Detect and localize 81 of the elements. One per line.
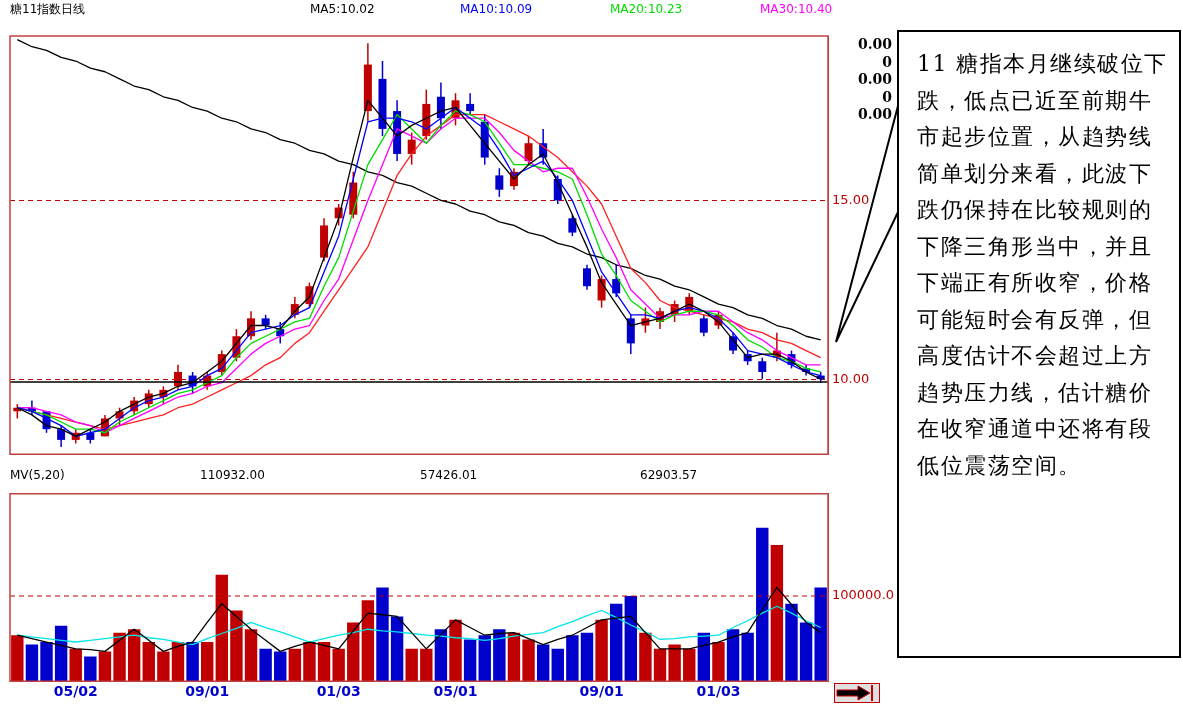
candlestick bbox=[597, 274, 606, 309]
bar bbox=[653, 648, 667, 682]
bar bbox=[25, 644, 39, 682]
text: 0.00 bbox=[856, 106, 892, 124]
x-tick-label: 01/03 bbox=[696, 683, 741, 700]
candlestick bbox=[524, 135, 533, 166]
text: 62903.57 bbox=[640, 467, 699, 484]
bar bbox=[449, 619, 462, 682]
bar bbox=[113, 632, 126, 682]
y-tick-label: 15.00 bbox=[832, 191, 870, 207]
candlestick bbox=[57, 424, 66, 448]
x-tick-label: 09/01 bbox=[185, 683, 230, 700]
bar bbox=[463, 639, 477, 682]
candlestick bbox=[495, 167, 504, 198]
text: 0.00 bbox=[856, 71, 892, 89]
bar bbox=[522, 639, 535, 682]
text: MA20:10.23 bbox=[610, 1, 684, 18]
bar bbox=[11, 635, 24, 682]
text: MA10:10.09 bbox=[460, 1, 534, 18]
bar bbox=[566, 635, 579, 682]
bar bbox=[639, 632, 652, 682]
x-tick-label: 05/01 bbox=[433, 683, 478, 700]
candlestick bbox=[758, 356, 767, 380]
x-tick-label: 01/03 bbox=[316, 683, 361, 700]
text: 110932.00 bbox=[200, 467, 266, 484]
y-tick-label: 100000.0 bbox=[832, 587, 895, 603]
bar bbox=[551, 648, 564, 682]
text: 11 糖指本月继续破位下跌，低点已近至前期牛市起步位置，从趋势线简单划分来看，此波下跌仍保持在比较规则的下降三角形当中，并且下端正有所收窄，价格可能短时会有反弹，但高度估计不会超过上方趋势压力线，估计糖价在收窄通道中还将有段低位震荡空间。 bbox=[917, 51, 1168, 478]
candlestick bbox=[582, 264, 591, 291]
bar bbox=[230, 610, 243, 682]
text: 0.00 bbox=[856, 36, 892, 54]
bar bbox=[303, 642, 316, 682]
bar bbox=[712, 642, 725, 682]
bar bbox=[668, 644, 681, 682]
text: 0 bbox=[881, 88, 892, 106]
candlestick bbox=[466, 92, 475, 116]
x-tick-label: 05/02 bbox=[53, 683, 98, 700]
bar bbox=[259, 648, 272, 682]
chart-title: 糖11指数日线 bbox=[10, 1, 87, 18]
bar bbox=[405, 648, 418, 682]
candlestick bbox=[699, 314, 708, 337]
text: 57426.01 bbox=[420, 467, 479, 484]
bar bbox=[624, 596, 638, 682]
bar bbox=[390, 616, 404, 682]
bar bbox=[244, 629, 258, 682]
bar bbox=[420, 648, 433, 682]
bar bbox=[332, 648, 345, 682]
bar bbox=[726, 629, 740, 682]
bar bbox=[493, 629, 506, 682]
bar bbox=[317, 642, 331, 682]
bar bbox=[785, 603, 798, 682]
chart-title: MV(5,20) bbox=[10, 467, 66, 484]
bar bbox=[54, 625, 68, 682]
bar bbox=[595, 619, 608, 682]
bar bbox=[741, 632, 754, 682]
bar bbox=[274, 651, 287, 682]
bar bbox=[98, 651, 112, 682]
text: MA5:10.02 bbox=[310, 1, 376, 18]
bar bbox=[536, 644, 550, 682]
text: MA30:10.40 bbox=[760, 1, 834, 18]
bar bbox=[288, 648, 302, 682]
bar bbox=[361, 600, 375, 682]
bar bbox=[200, 642, 214, 682]
bar bbox=[347, 622, 360, 682]
text: 0 bbox=[881, 53, 892, 71]
bar bbox=[478, 635, 491, 682]
bar bbox=[799, 622, 813, 682]
bar bbox=[814, 587, 827, 682]
bar bbox=[376, 587, 389, 682]
bar bbox=[186, 642, 199, 682]
bar bbox=[609, 603, 623, 682]
x-tick-label: 09/01 bbox=[579, 683, 624, 700]
bar bbox=[756, 527, 769, 682]
bar bbox=[40, 642, 53, 682]
bar bbox=[157, 651, 170, 682]
bar bbox=[683, 648, 696, 682]
bar bbox=[142, 642, 155, 682]
bar bbox=[84, 656, 97, 682]
bar bbox=[69, 648, 82, 682]
y-tick-label: 10.00 bbox=[832, 370, 870, 386]
bar bbox=[580, 632, 594, 682]
